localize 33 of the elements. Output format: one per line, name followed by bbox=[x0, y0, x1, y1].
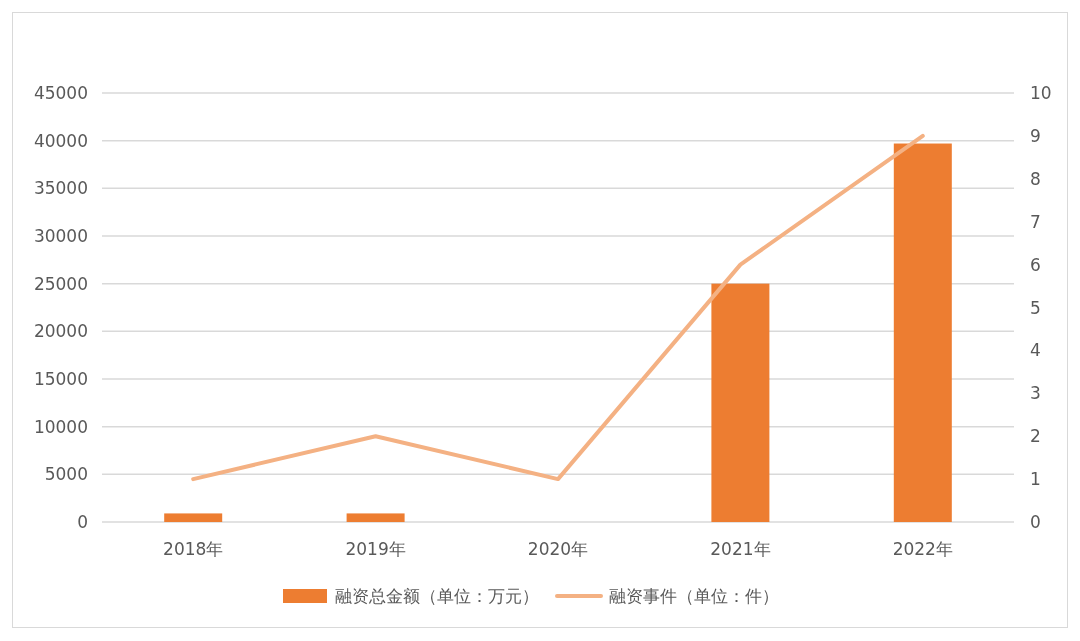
y-tick-label: 45000 bbox=[33, 83, 88, 103]
y2-tick-label: 2 bbox=[1030, 426, 1041, 447]
x-tick-label: 2022年 bbox=[892, 539, 953, 559]
x-tick-label: 2018年 bbox=[163, 539, 224, 559]
y2-tick-label: 9 bbox=[1030, 125, 1041, 146]
y-tick-label: 25000 bbox=[33, 273, 88, 294]
y-tick-label: 5000 bbox=[44, 464, 88, 485]
y2-tick-label: 6 bbox=[1030, 254, 1041, 275]
y-tick-label: 0 bbox=[77, 512, 88, 532]
y-tick-label: 15000 bbox=[33, 369, 88, 389]
y-tick-label: 20000 bbox=[33, 321, 88, 342]
y-tick-label: 30000 bbox=[33, 226, 88, 246]
y2-tick-label: 10 bbox=[1030, 83, 1052, 103]
y-tick-label: 40000 bbox=[33, 130, 88, 151]
x-tick-label: 2021年 bbox=[710, 539, 771, 559]
bar bbox=[893, 143, 952, 522]
y2-tick-label: 1 bbox=[1030, 469, 1041, 490]
y2-tick-label: 8 bbox=[1030, 168, 1041, 189]
y2-tick-label: 3 bbox=[1030, 383, 1041, 404]
legend-label: 融资事件（单位：件） bbox=[609, 586, 779, 606]
y2-tick-label: 0 bbox=[1030, 512, 1041, 532]
y2-tick-label: 7 bbox=[1030, 211, 1041, 232]
legend-label: 融资总金额（单位：万元） bbox=[335, 586, 539, 606]
y2-tick-label: 5 bbox=[1030, 297, 1041, 318]
y2-tick-label: 4 bbox=[1030, 340, 1041, 361]
x-tick-label: 2020年 bbox=[527, 539, 589, 559]
y-tick-label: 35000 bbox=[33, 178, 88, 199]
line-series bbox=[191, 133, 925, 482]
bar bbox=[164, 513, 223, 522]
x-tick-label: 2019年 bbox=[345, 539, 406, 559]
bar bbox=[711, 283, 770, 522]
bar bbox=[346, 513, 405, 522]
y-tick-label: 10000 bbox=[33, 416, 88, 437]
